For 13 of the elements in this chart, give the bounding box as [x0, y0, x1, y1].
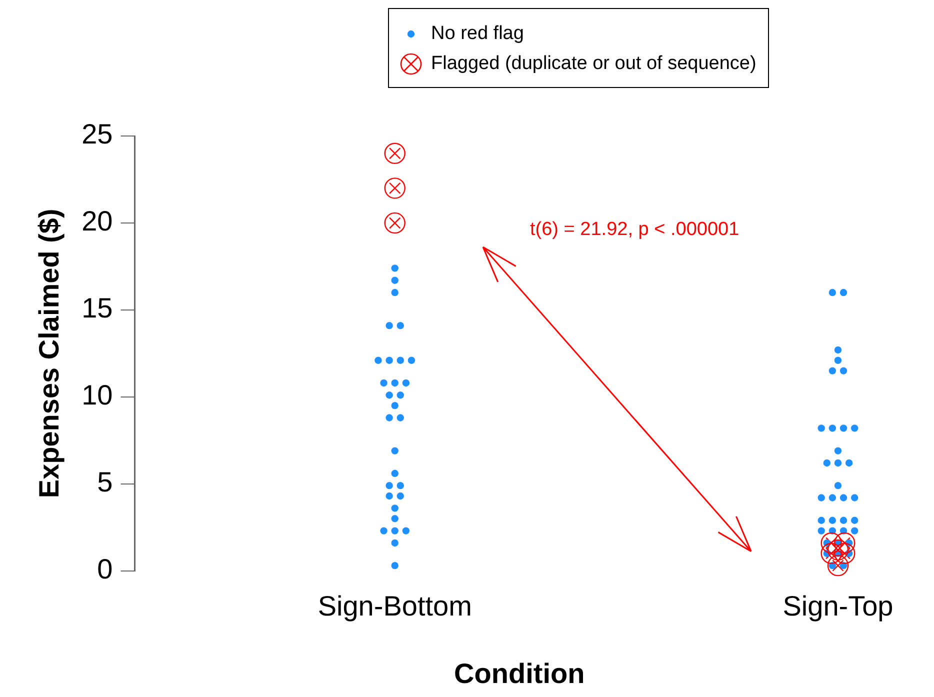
legend-label: No red flag — [431, 23, 524, 45]
x-tick-label: Sign-Bottom — [318, 590, 472, 622]
y-axis-title: Expenses Claimed ($) — [34, 208, 65, 498]
y-tick-label: 20 — [82, 206, 113, 237]
y-tick-label: 0 — [97, 554, 113, 585]
y-tick-label: 10 — [82, 380, 113, 411]
annotation: t(6) = 21.92, p < .000001 — [530, 219, 740, 240]
x-axis-title: Condition — [454, 658, 585, 689]
y-tick-label: 25 — [82, 118, 113, 150]
y-tick-label: 5 — [97, 466, 113, 498]
x-tick-label: Sign-Top — [782, 590, 894, 622]
legend-label: Flagged (duplicate or out of sequence) — [431, 53, 756, 75]
y-tick-label: 15 — [82, 292, 113, 324]
